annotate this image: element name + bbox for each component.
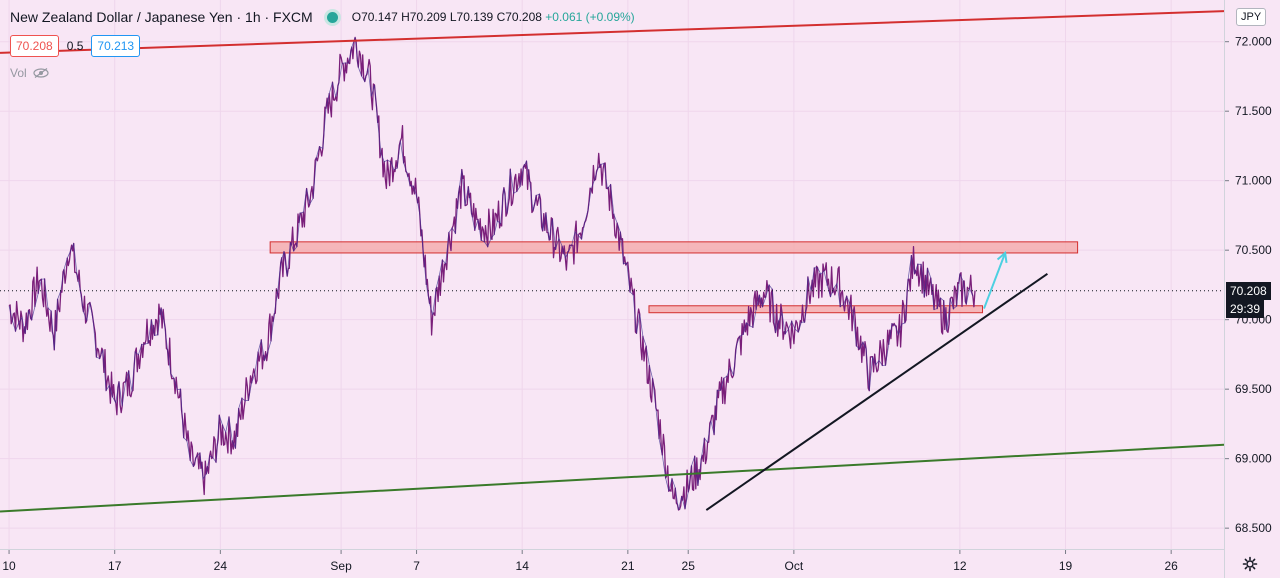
- symbol-legend: New Zealand Dollar / Japanese Yen · 1h ·…: [10, 9, 635, 25]
- spread-value: 0.5: [66, 39, 84, 53]
- chart-plot-area[interactable]: [0, 0, 1224, 549]
- gear-icon[interactable]: [1242, 556, 1258, 572]
- drawing-layer: [0, 10, 1224, 513]
- bid-ask-row: 70.208 0.5 70.213: [10, 35, 141, 57]
- price-series-shadow: [8, 37, 974, 511]
- price-tick-label: 71.000: [1235, 174, 1272, 188]
- projection-arrow-head: [996, 251, 1008, 263]
- time-tick-label: 10: [2, 559, 16, 573]
- time-tick-label: 12: [953, 559, 967, 573]
- trendline-trendline: [705, 272, 1048, 511]
- trendline-resistance_channel: [0, 10, 1224, 54]
- ohlc-values: O70.147 H70.209 L70.139 C70.208 +0.061 (…: [352, 10, 635, 24]
- price-tick-label: 71.500: [1235, 104, 1272, 118]
- ohlc-low-label: L: [449, 10, 457, 24]
- time-tick-label: Sep: [330, 559, 352, 573]
- grid-layer: [0, 0, 1224, 549]
- ohlc-change: +0.061 (+0.09%): [545, 10, 635, 24]
- ohlc-high-label: H: [401, 10, 410, 24]
- price-tick-label: 69.000: [1235, 452, 1272, 466]
- market-status-icon: [326, 11, 338, 23]
- price-series-line: [8, 36, 976, 511]
- bar-countdown-tag: 29:39: [1226, 299, 1265, 318]
- time-tick-label: 19: [1059, 559, 1073, 573]
- ohlc-close: 70.208: [505, 10, 542, 24]
- ohlc-open-label: O: [351, 10, 362, 24]
- hidden-eye-icon[interactable]: [33, 68, 49, 78]
- time-axis[interactable]: 10 17 24 Sep 7 14 21 25 Oct 12 19 26: [0, 549, 1224, 578]
- ohlc-open: 70.147: [361, 10, 398, 24]
- time-tick-label: 17: [108, 559, 122, 573]
- ohlc-low: 70.139: [456, 10, 494, 24]
- time-tick-label: 14: [516, 559, 530, 573]
- time-tick-label: 21: [621, 559, 635, 573]
- symbol-title[interactable]: New Zealand Dollar / Japanese Yen · 1h ·…: [10, 9, 313, 25]
- ohlc-close-label: C: [496, 10, 506, 24]
- time-tick-label: 7: [413, 559, 420, 573]
- last-price-tag: 70.208: [1226, 281, 1271, 300]
- currency-label[interactable]: JPY: [1236, 8, 1267, 26]
- bid-price-box[interactable]: 70.208: [10, 35, 59, 57]
- volume-label: Vol: [10, 66, 27, 80]
- price-zone: [269, 241, 1079, 254]
- price-tick-label: 70.500: [1235, 243, 1272, 257]
- price-zone: [648, 305, 984, 314]
- projection-arrow: [983, 252, 1007, 309]
- time-tick-label: 25: [682, 559, 696, 573]
- price-line-layer: [0, 36, 1224, 511]
- time-tick-label: 24: [214, 559, 228, 573]
- price-tick-label: 68.500: [1235, 521, 1272, 535]
- time-tick-label: 26: [1164, 559, 1178, 573]
- trendline-support_channel: [0, 443, 1224, 513]
- price-tick-label: 72.000: [1235, 35, 1272, 49]
- time-tick-label: Oct: [785, 559, 804, 573]
- zone-layer: [269, 241, 1079, 314]
- volume-legend: Vol: [10, 66, 49, 80]
- ohlc-high: 70.209: [409, 10, 447, 24]
- price-tick-label: 69.500: [1235, 382, 1272, 396]
- ask-price-box[interactable]: 70.213: [91, 35, 141, 57]
